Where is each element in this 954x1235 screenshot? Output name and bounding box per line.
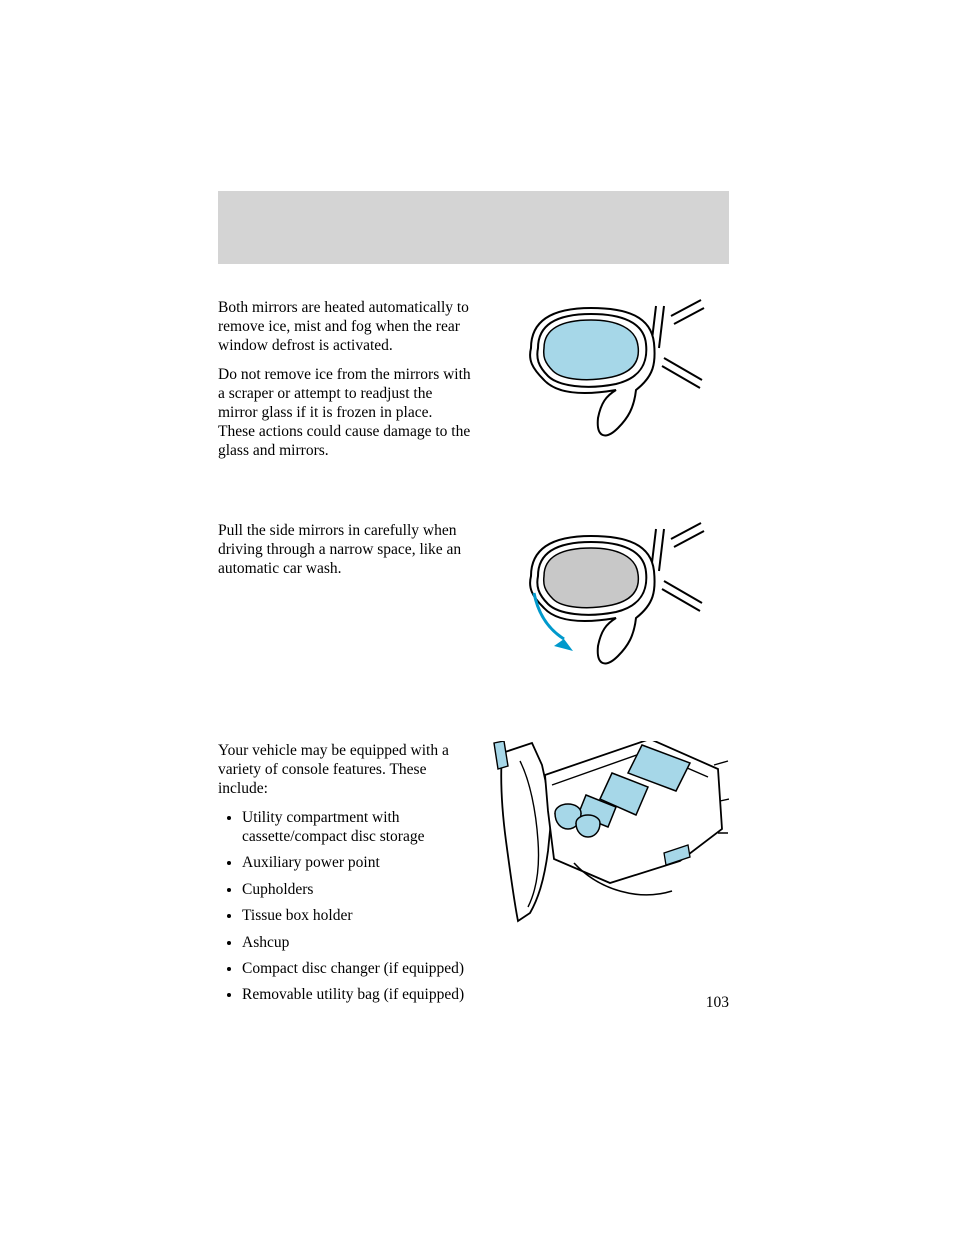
page-content: Both mirrors are heated automatically to… <box>218 298 729 1012</box>
mirror-fold-diagram <box>506 521 706 691</box>
para-heated-2: Do not remove ice from the mirrors with … <box>218 365 471 460</box>
para-fold-1: Pull the side mirrors in carefully when … <box>218 521 471 578</box>
list-item: Cupholders <box>242 880 478 899</box>
section-heated-mirrors: Both mirrors are heated automatically to… <box>218 298 729 471</box>
console-feature-list: Utility compartment with cassette/compac… <box>218 808 478 1005</box>
list-item: Tissue box holder <box>242 906 478 925</box>
section-console: Your vehicle may be equipped with a vari… <box>218 741 729 1012</box>
section-fold-mirrors: Pull the side mirrors in carefully when … <box>218 521 729 691</box>
page-number: 103 <box>706 994 729 1012</box>
list-item: Compact disc changer (if equipped) <box>242 959 478 978</box>
mirror-heated-diagram <box>506 298 706 458</box>
list-item: Auxiliary power point <box>242 853 478 872</box>
list-item: Utility compartment with cassette/compac… <box>242 808 478 847</box>
list-item: Removable utility bag (if equipped) <box>242 985 478 1004</box>
para-heated-1: Both mirrors are heated automatically to… <box>218 298 471 355</box>
para-console-intro: Your vehicle may be equipped with a vari… <box>218 741 478 798</box>
list-item: Ashcup <box>242 933 478 952</box>
console-diagram <box>490 741 729 931</box>
header-bar <box>218 191 729 264</box>
